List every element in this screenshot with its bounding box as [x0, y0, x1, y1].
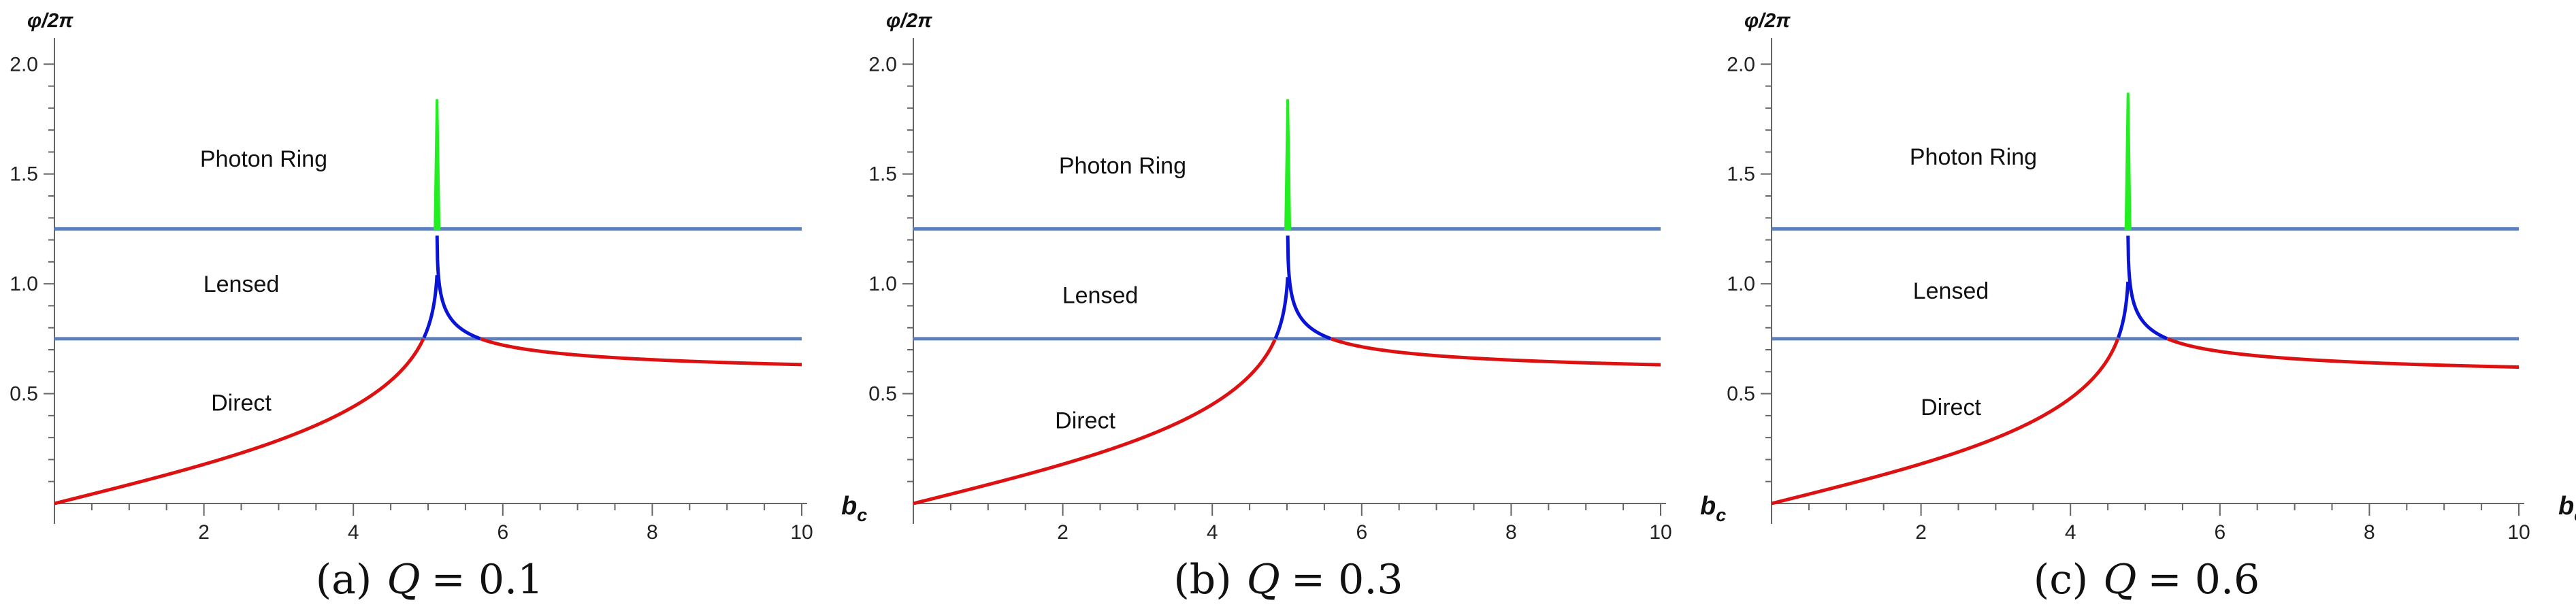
photon-ring-spike — [434, 99, 441, 231]
x-tick-label: 10 — [2507, 521, 2530, 544]
x-tick-label: 6 — [497, 521, 508, 544]
region-label: Direct — [1921, 395, 1981, 420]
y-axis-label: φ/2π — [1744, 10, 1791, 32]
chart-svg: 2 4 6 8 10 0.5 1.0 1.5 2.0 φ/2π bc Photon Ring Lense… — [1727, 10, 2576, 604]
y-tick-label: 1.0 — [868, 273, 897, 295]
direct-curve-right — [480, 337, 802, 367]
chart-panel-b: 2 4 6 8 10 0.5 1.0 1.5 2.0 φ/2π bc Photon Ring Lense… — [859, 0, 1726, 611]
lensed-curve-left — [1273, 277, 1290, 340]
x-tick-label: 2 — [1057, 521, 1069, 544]
x-axis-label: bc — [2558, 492, 2576, 525]
y-tick-label: 0.5 — [1727, 383, 1755, 406]
y-tick-label: 1.0 — [10, 273, 38, 295]
y-tick-label: 0.5 — [868, 383, 897, 406]
y-tick-label: 1.5 — [868, 163, 897, 186]
y-tick-label: 2.0 — [1727, 53, 1755, 76]
chart-svg: 2 4 6 8 10 0.5 1.0 1.5 2.0 φ/2π bc Photon Ring Lense… — [868, 10, 1726, 604]
x-tick-label: 4 — [2065, 521, 2076, 544]
x-tick-label: 6 — [1356, 521, 1367, 544]
y-tick-label: 1.5 — [10, 163, 38, 186]
y-tick-label: 2.0 — [10, 53, 38, 76]
lensed-curve-right — [435, 235, 481, 341]
y-tick-label: 1.5 — [1727, 163, 1755, 186]
region-label: Direct — [211, 390, 272, 416]
x-tick-label: 8 — [2364, 521, 2375, 544]
photon-ring-spike — [2124, 93, 2132, 231]
x-tick-label: 2 — [198, 521, 210, 544]
figure-caption: (b) Q = 0.3 — [1173, 556, 1403, 604]
region-label: Direct — [1055, 408, 1115, 433]
x-tick-label: 8 — [1505, 521, 1517, 544]
region-label: Photon Ring — [1910, 144, 2037, 170]
x-axis-label: bc — [841, 492, 867, 525]
x-tick-label: 8 — [647, 521, 658, 544]
lensed-curve-left — [422, 275, 439, 339]
direct-curve-right — [1331, 337, 1661, 367]
y-tick-label: 1.0 — [1727, 273, 1755, 295]
chart-panel-a: 2 4 6 8 10 0.5 1.0 1.5 2.0 φ/2π bc Photon Ring Lense… — [0, 0, 867, 611]
region-label: Lensed — [1062, 282, 1139, 308]
y-tick-label: 0.5 — [10, 383, 38, 406]
figure-caption: (a) Q = 0.1 — [316, 556, 544, 604]
chart-panel-c: 2 4 6 8 10 0.5 1.0 1.5 2.0 φ/2π bc Photon Ring Lense… — [1717, 0, 2576, 611]
photon-ring-spike — [1284, 99, 1292, 231]
x-tick-label: 10 — [1649, 521, 1672, 544]
region-label: Photon Ring — [200, 146, 327, 172]
x-tick-label: 10 — [790, 521, 813, 544]
lensed-curve-left — [2117, 281, 2130, 339]
region-label: Lensed — [203, 271, 280, 297]
region-label: Photon Ring — [1059, 153, 1186, 179]
direct-curve-left — [54, 338, 425, 506]
y-axis-label: φ/2π — [886, 10, 932, 32]
x-tick-label: 6 — [2214, 521, 2226, 544]
y-axis-label: φ/2π — [27, 10, 74, 32]
x-axis-label: bc — [1700, 492, 1726, 525]
y-tick-label: 2.0 — [868, 53, 897, 76]
direct-curve-left — [1771, 338, 2120, 506]
direct-curve-left — [913, 339, 1277, 506]
direct-curve-right — [2166, 337, 2520, 369]
chart-svg: 2 4 6 8 10 0.5 1.0 1.5 2.0 φ/2π bc Photon Ring Lense… — [10, 10, 867, 604]
lensed-curve-right — [2126, 235, 2168, 340]
x-tick-label: 4 — [1207, 521, 1218, 544]
region-label: Lensed — [1913, 278, 1989, 304]
figure-caption: (c) Q = 0.6 — [2034, 556, 2260, 604]
lensed-curve-right — [1286, 235, 1332, 341]
x-tick-label: 2 — [1915, 521, 1927, 544]
x-tick-label: 4 — [348, 521, 359, 544]
